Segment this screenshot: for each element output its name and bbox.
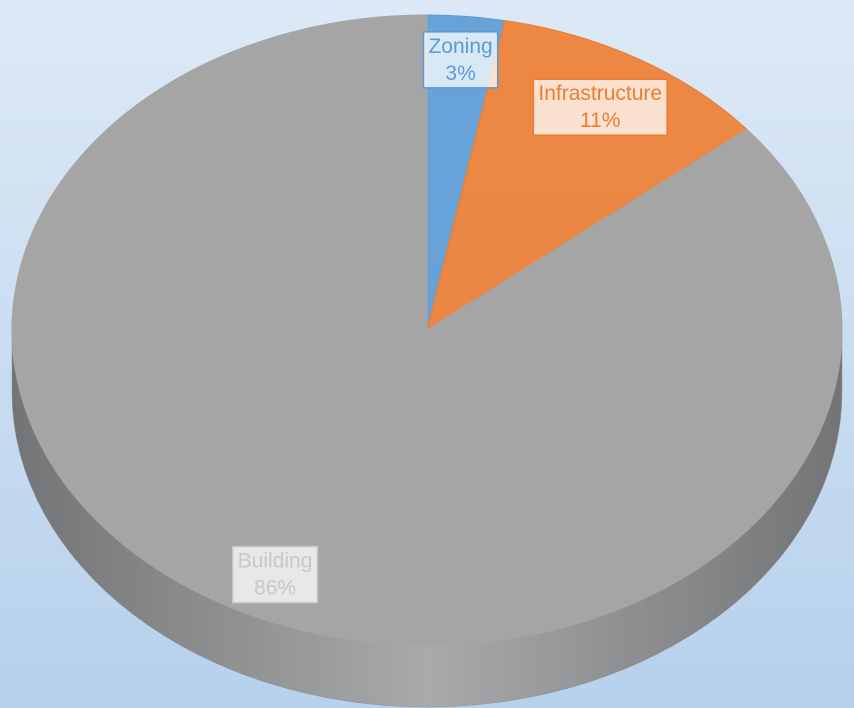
label-box xyxy=(532,78,668,136)
label-box xyxy=(231,545,319,604)
label-category: Zoning xyxy=(428,35,492,58)
label-category: Infrastructure xyxy=(538,82,662,105)
data-label: Building 86% xyxy=(231,545,319,604)
slice xyxy=(11,14,843,646)
data-label: Infrastructure 11% xyxy=(532,78,668,136)
label-value: 3% xyxy=(445,62,475,85)
label-category: Building xyxy=(238,550,313,573)
label-box xyxy=(422,31,499,89)
data-label: Zoning 3% xyxy=(422,31,499,89)
label-value: 86% xyxy=(254,577,296,600)
label-value: 11% xyxy=(580,109,620,132)
